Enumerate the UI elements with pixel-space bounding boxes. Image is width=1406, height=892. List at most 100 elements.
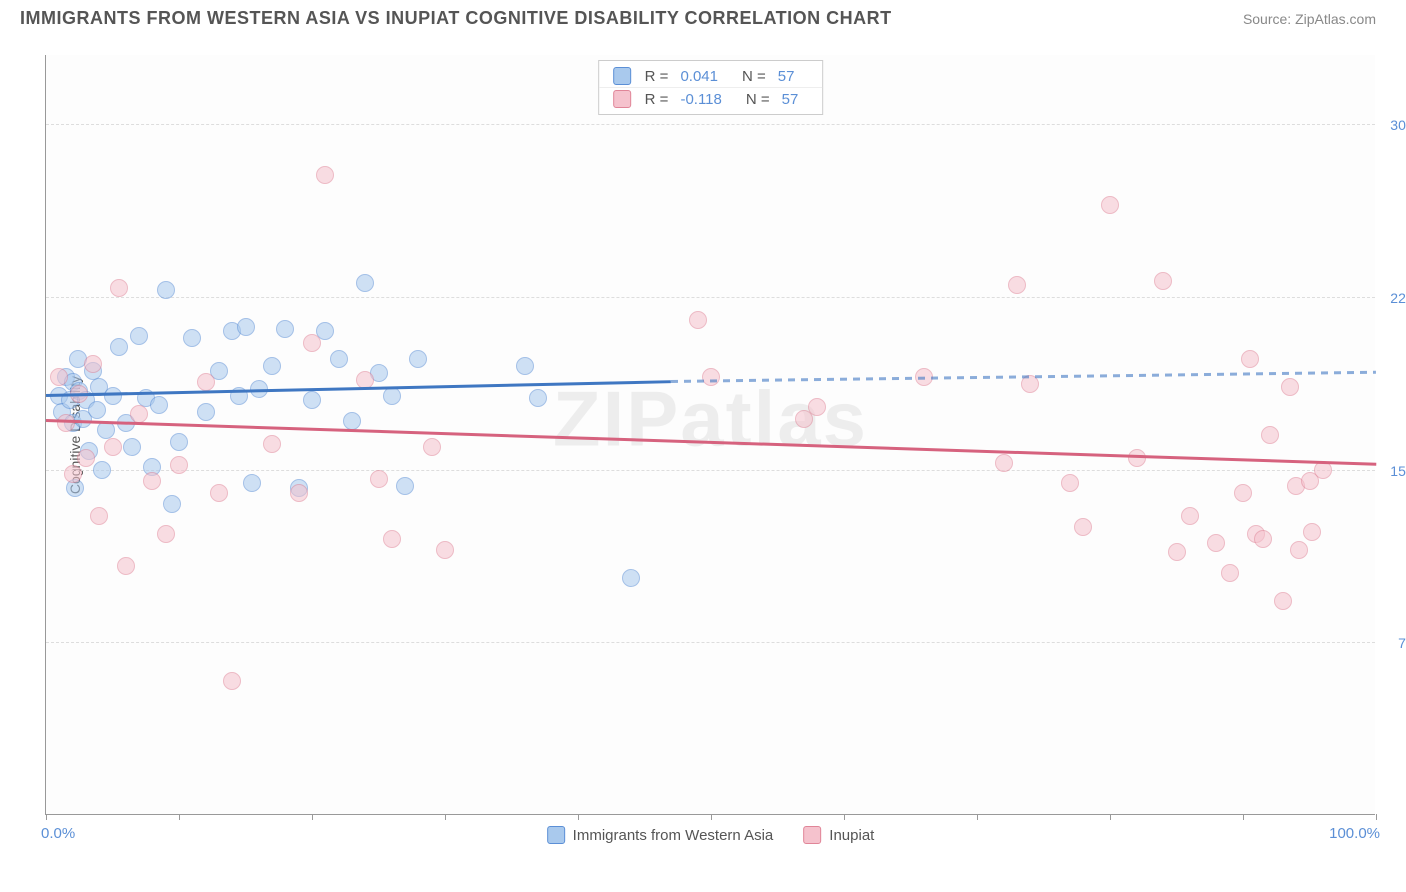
x-tick [46, 814, 47, 820]
data-point [197, 373, 215, 391]
data-point [110, 338, 128, 356]
data-point [1303, 523, 1321, 541]
data-point [88, 401, 106, 419]
legend-swatch [803, 826, 821, 844]
watermark: ZIPatlas [553, 374, 868, 465]
data-point [290, 484, 308, 502]
data-point [356, 274, 374, 292]
data-point [370, 470, 388, 488]
source-label: Source: ZipAtlas.com [1243, 11, 1376, 27]
stat-n-label: N = [746, 91, 770, 108]
data-point [330, 350, 348, 368]
data-point [1021, 375, 1039, 393]
data-point [303, 334, 321, 352]
data-point [396, 477, 414, 495]
data-point [90, 507, 108, 525]
data-point [84, 355, 102, 373]
data-point [104, 387, 122, 405]
data-point [130, 405, 148, 423]
x-tick [578, 814, 579, 820]
data-point [1234, 484, 1252, 502]
data-point [1008, 276, 1026, 294]
grid-line: 15.0% [46, 470, 1375, 471]
legend-item: Immigrants from Western Asia [547, 826, 774, 844]
data-point [210, 484, 228, 502]
data-point [409, 350, 427, 368]
data-point [423, 438, 441, 456]
chart-title: IMMIGRANTS FROM WESTERN ASIA VS INUPIAT … [20, 8, 892, 29]
data-point [1241, 350, 1259, 368]
data-point [1261, 426, 1279, 444]
scatter-plot: Cognitive Disability ZIPatlas 0.0% 100.0… [45, 55, 1375, 815]
data-point [1154, 272, 1172, 290]
y-tick-label: 15.0% [1390, 463, 1406, 479]
grid-line: 22.5% [46, 297, 1375, 298]
legend-swatch [613, 67, 631, 85]
data-point [170, 456, 188, 474]
data-point [93, 461, 111, 479]
data-point [263, 357, 281, 375]
data-point [223, 672, 241, 690]
data-point [1128, 449, 1146, 467]
data-point [110, 279, 128, 297]
data-point [689, 311, 707, 329]
x-tick [844, 814, 845, 820]
data-point [117, 557, 135, 575]
x-tick [445, 814, 446, 820]
stat-r-value: 0.041 [680, 68, 718, 85]
stat-n-value: 57 [782, 91, 799, 108]
data-point [1281, 378, 1299, 396]
x-tick [179, 814, 180, 820]
data-point [143, 472, 161, 490]
data-point [1168, 543, 1186, 561]
data-point [243, 474, 261, 492]
data-point [163, 495, 181, 513]
data-point [1207, 534, 1225, 552]
data-point [1290, 541, 1308, 559]
data-point [1101, 196, 1119, 214]
data-point [150, 396, 168, 414]
data-point [316, 166, 334, 184]
legend-label: Inupiat [829, 827, 874, 844]
stat-n-label: N = [742, 68, 766, 85]
legend-swatch [613, 90, 631, 108]
stats-legend-box: R =0.041N =57R =-0.118N =57 [598, 60, 824, 115]
data-point [1181, 507, 1199, 525]
data-point [1254, 530, 1272, 548]
data-point [237, 318, 255, 336]
grid-line: 7.5% [46, 642, 1375, 643]
data-point [183, 329, 201, 347]
data-point [808, 398, 826, 416]
x-tick [312, 814, 313, 820]
trend-line [46, 419, 1376, 465]
x-tick [1376, 814, 1377, 820]
stat-r-label: R = [645, 91, 669, 108]
legend-swatch [547, 826, 565, 844]
data-point [197, 403, 215, 421]
y-tick-label: 22.5% [1390, 290, 1406, 306]
data-point [276, 320, 294, 338]
data-point [77, 449, 95, 467]
grid-line: 30.0% [46, 124, 1375, 125]
data-point [1221, 564, 1239, 582]
x-min-label: 0.0% [41, 825, 75, 842]
data-point [383, 530, 401, 548]
data-point [57, 414, 75, 432]
data-point [1274, 592, 1292, 610]
data-point [343, 412, 361, 430]
data-point [170, 433, 188, 451]
x-tick [977, 814, 978, 820]
stat-n-value: 57 [778, 68, 795, 85]
stats-row: R =-0.118N =57 [599, 87, 823, 110]
data-point [1061, 474, 1079, 492]
x-tick [1110, 814, 1111, 820]
data-point [383, 387, 401, 405]
data-point [157, 525, 175, 543]
y-tick-label: 30.0% [1390, 117, 1406, 133]
data-point [263, 435, 281, 453]
data-point [50, 368, 68, 386]
data-point [1074, 518, 1092, 536]
data-point [64, 465, 82, 483]
y-tick-label: 7.5% [1398, 635, 1406, 651]
x-tick [711, 814, 712, 820]
